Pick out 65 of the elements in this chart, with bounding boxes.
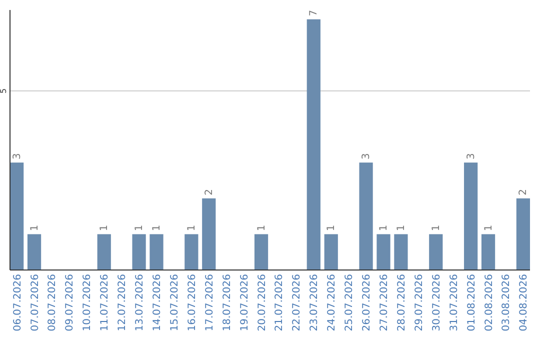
data-label: 2 xyxy=(204,189,215,196)
x-tick-label: 13.07.2026 xyxy=(134,274,146,332)
data-label: 1 xyxy=(326,224,338,232)
x-tick-label: 19.07.2026 xyxy=(239,274,250,332)
x-tick-label: 22.07.2026 xyxy=(292,274,303,332)
x-tick-label: 09.07.2026 xyxy=(64,274,76,332)
y-tick-label: 5 xyxy=(0,88,8,94)
data-label: 1 xyxy=(483,224,494,232)
bar xyxy=(254,234,268,270)
x-tick-label: 30.07.2026 xyxy=(431,274,442,332)
data-label: 1 xyxy=(134,224,146,232)
x-tick-label: 24.07.2026 xyxy=(326,274,338,332)
data-label: 1 xyxy=(99,224,110,232)
bar xyxy=(516,198,530,270)
bar xyxy=(359,162,373,270)
x-tick-label: 31.07.2026 xyxy=(448,274,460,332)
data-label: 1 xyxy=(396,224,407,232)
data-label: 3 xyxy=(12,153,23,160)
x-tick-label: 21.07.2026 xyxy=(274,274,286,332)
x-tick-label: 20.07.2026 xyxy=(256,274,268,332)
data-label: 1 xyxy=(152,224,162,232)
x-tick-label: 17.07.2026 xyxy=(204,274,216,332)
bar xyxy=(481,234,496,270)
x-tick-label: 07.07.2026 xyxy=(30,274,41,332)
data-label: 7 xyxy=(308,10,320,16)
x-tick-label: 06.07.2026 xyxy=(12,274,24,332)
x-tick-label: 08.07.2026 xyxy=(47,274,58,332)
data-label: 1 xyxy=(378,224,390,232)
x-tick-label: 02.08.2026 xyxy=(484,274,495,332)
bar xyxy=(324,234,338,270)
x-tick-label: 14.07.2026 xyxy=(152,274,163,332)
bar xyxy=(97,234,111,270)
x-tick-label: 10.07.2026 xyxy=(82,274,94,332)
data-label: 3 xyxy=(361,153,372,160)
x-tick-label: 27.07.2026 xyxy=(379,274,390,332)
bar xyxy=(464,162,478,270)
bar xyxy=(202,198,216,270)
bar xyxy=(27,234,42,270)
data-label: 1 xyxy=(256,224,268,232)
x-tick-label: 15.07.2026 xyxy=(169,274,180,332)
bar xyxy=(306,19,320,270)
x-tick-label: 26.07.2026 xyxy=(362,274,373,332)
data-label: 3 xyxy=(466,153,477,160)
x-tick-label: 29.07.2026 xyxy=(414,274,425,332)
bar xyxy=(394,234,408,270)
x-tick-label: 03.08.2026 xyxy=(501,274,512,332)
data-label: 1 xyxy=(186,224,198,232)
x-tick-label: 01.08.2026 xyxy=(466,274,478,332)
bar xyxy=(376,234,390,270)
data-label: 1 xyxy=(430,224,442,232)
x-tick-label: 04.08.2026 xyxy=(518,274,530,332)
x-tick-label: 25.07.2026 xyxy=(344,274,356,332)
x-tick-label: 18.07.2026 xyxy=(222,274,233,332)
data-label: 1 xyxy=(29,224,40,232)
bar xyxy=(132,234,146,270)
bar xyxy=(150,234,164,270)
x-tick-label: 23.07.2026 xyxy=(309,274,320,332)
x-tick-label: 12.07.2026 xyxy=(117,274,128,332)
x-tick-label: 16.07.2026 xyxy=(186,274,198,332)
x-tick-label: 11.07.2026 xyxy=(100,274,111,332)
x-tick-label: 28.07.2026 xyxy=(396,274,408,332)
bar xyxy=(10,162,24,270)
data-label: 2 xyxy=(518,189,530,196)
bar xyxy=(184,234,198,270)
bar xyxy=(429,234,443,270)
